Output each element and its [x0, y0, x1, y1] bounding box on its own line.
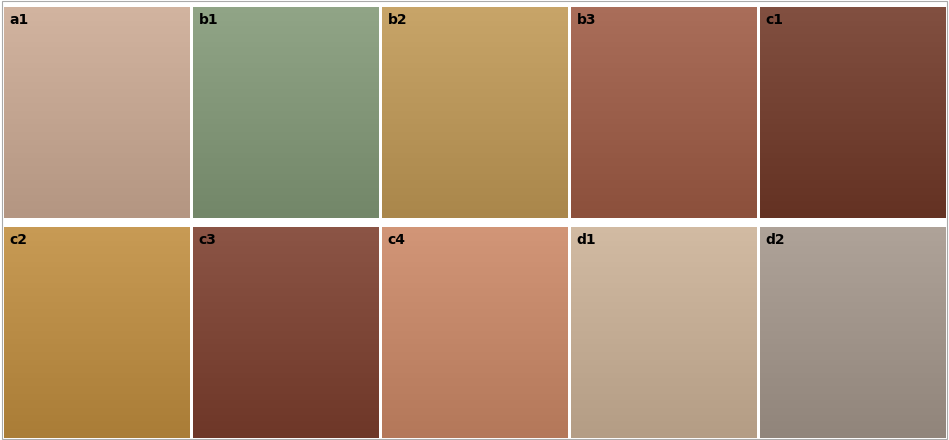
Text: c2: c2: [9, 233, 28, 247]
Text: b2: b2: [387, 13, 407, 27]
Text: d1: d1: [576, 233, 596, 247]
Text: b1: b1: [198, 13, 218, 27]
Text: c3: c3: [198, 233, 216, 247]
Text: a1: a1: [9, 13, 28, 27]
Text: b3: b3: [576, 13, 596, 27]
Text: d2: d2: [766, 233, 785, 247]
Text: c4: c4: [387, 233, 405, 247]
Text: c1: c1: [766, 13, 784, 27]
